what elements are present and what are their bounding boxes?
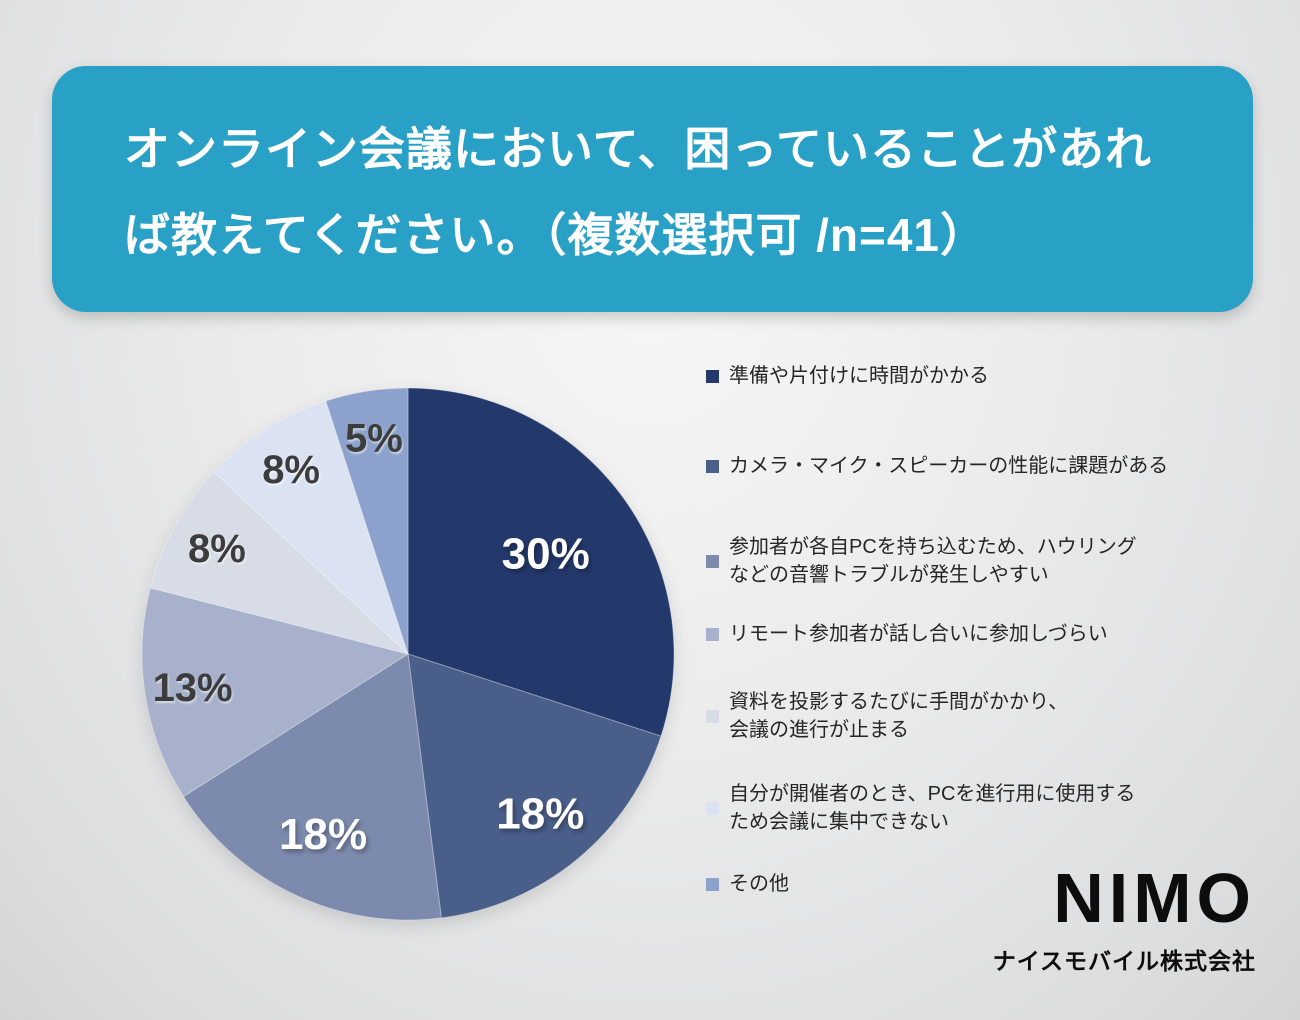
legend-marker-icon [706, 801, 719, 815]
pie-slice-label-3: 13% [153, 666, 233, 710]
company-name: ナイスモバイル株式会社 [992, 948, 1256, 974]
legend-label: カメラ・マイク・スピーカーの性能に課題がある [729, 455, 1169, 477]
pie-slice-label-6: 5% [345, 417, 403, 461]
legend-marker-icon [706, 627, 719, 641]
legend-marker-icon [706, 554, 719, 568]
legend-label: 準備や片付けに時間がかかる [729, 365, 989, 387]
page-title-line-1: オンライン会議において、困っていることがあれ [124, 123, 1153, 175]
legend-item-5: 自分が開催者のとき、PCを進行用に使用する ため会議に集中できない [706, 780, 1135, 836]
pie-slice-0 [407, 387, 675, 737]
pie-slice-4 [149, 471, 409, 655]
legend-label: その他 [729, 873, 789, 895]
legend-item-2: 参加者が各自PCを持ち込むため、ハウリング などの音響トラブルが発生しやすい [706, 533, 1137, 589]
legend-label: 資料を投影するたびに手間がかかり、 会議の進行が止まる [729, 691, 1069, 741]
legend-item-3: リモート参加者が話し合いに参加しづらい [706, 620, 1108, 648]
pie-slice-1 [407, 653, 662, 919]
pie-slice-label-4: 8% [188, 527, 246, 571]
legend-marker-icon [706, 369, 719, 383]
legend-label: リモート参加者が話し合いに参加しづらい [729, 623, 1108, 645]
legend-item-4: 資料を投影するたびに手間がかかり、 会議の進行が止まる [706, 688, 1068, 744]
pie-slice-label-2: 18% [279, 810, 367, 859]
legend-label: 自分が開催者のとき、PCを進行用に使用する ため会議に集中できない [729, 783, 1136, 833]
pie-slice-3 [141, 587, 410, 798]
legend-marker-icon [706, 709, 719, 723]
pie-slice-label-0: 30% [502, 529, 590, 578]
pie-chart: 30% 18% 18% 13% 8% 8% 5% [138, 384, 678, 924]
pie-slice-6 [325, 387, 409, 655]
pie-slice-label-5: 8% [262, 448, 320, 492]
legend-marker-icon [706, 459, 719, 473]
legend-marker-icon [706, 877, 719, 891]
pie-slice-5 [213, 400, 409, 655]
page-title-line-2: ば教えてください。（複数選択可 /n=41） [124, 209, 988, 261]
legend: 準備や片付けに時間がかかるカメラ・マイク・スピーカーの性能に課題がある参加者が各… [706, 355, 1284, 930]
logo-text: NIMO [1053, 859, 1256, 937]
pie-slice-2 [182, 653, 442, 921]
legend-item-0: 準備や片付けに時間がかかる [706, 362, 989, 390]
legend-item-6: その他 [706, 870, 789, 898]
legend-item-1: カメラ・マイク・スピーカーの性能に課題がある [706, 452, 1168, 480]
company-logo: NIMO ナイスモバイル株式会社 [992, 859, 1256, 976]
title-banner: オンライン会議において、困っていることがあれ ば教えてください。（複数選択可 /… [52, 66, 1253, 312]
legend-label: 参加者が各自PCを持ち込むため、ハウリング などの音響トラブルが発生しやすい [729, 536, 1137, 586]
pie-slice-label-1: 18% [496, 789, 584, 838]
